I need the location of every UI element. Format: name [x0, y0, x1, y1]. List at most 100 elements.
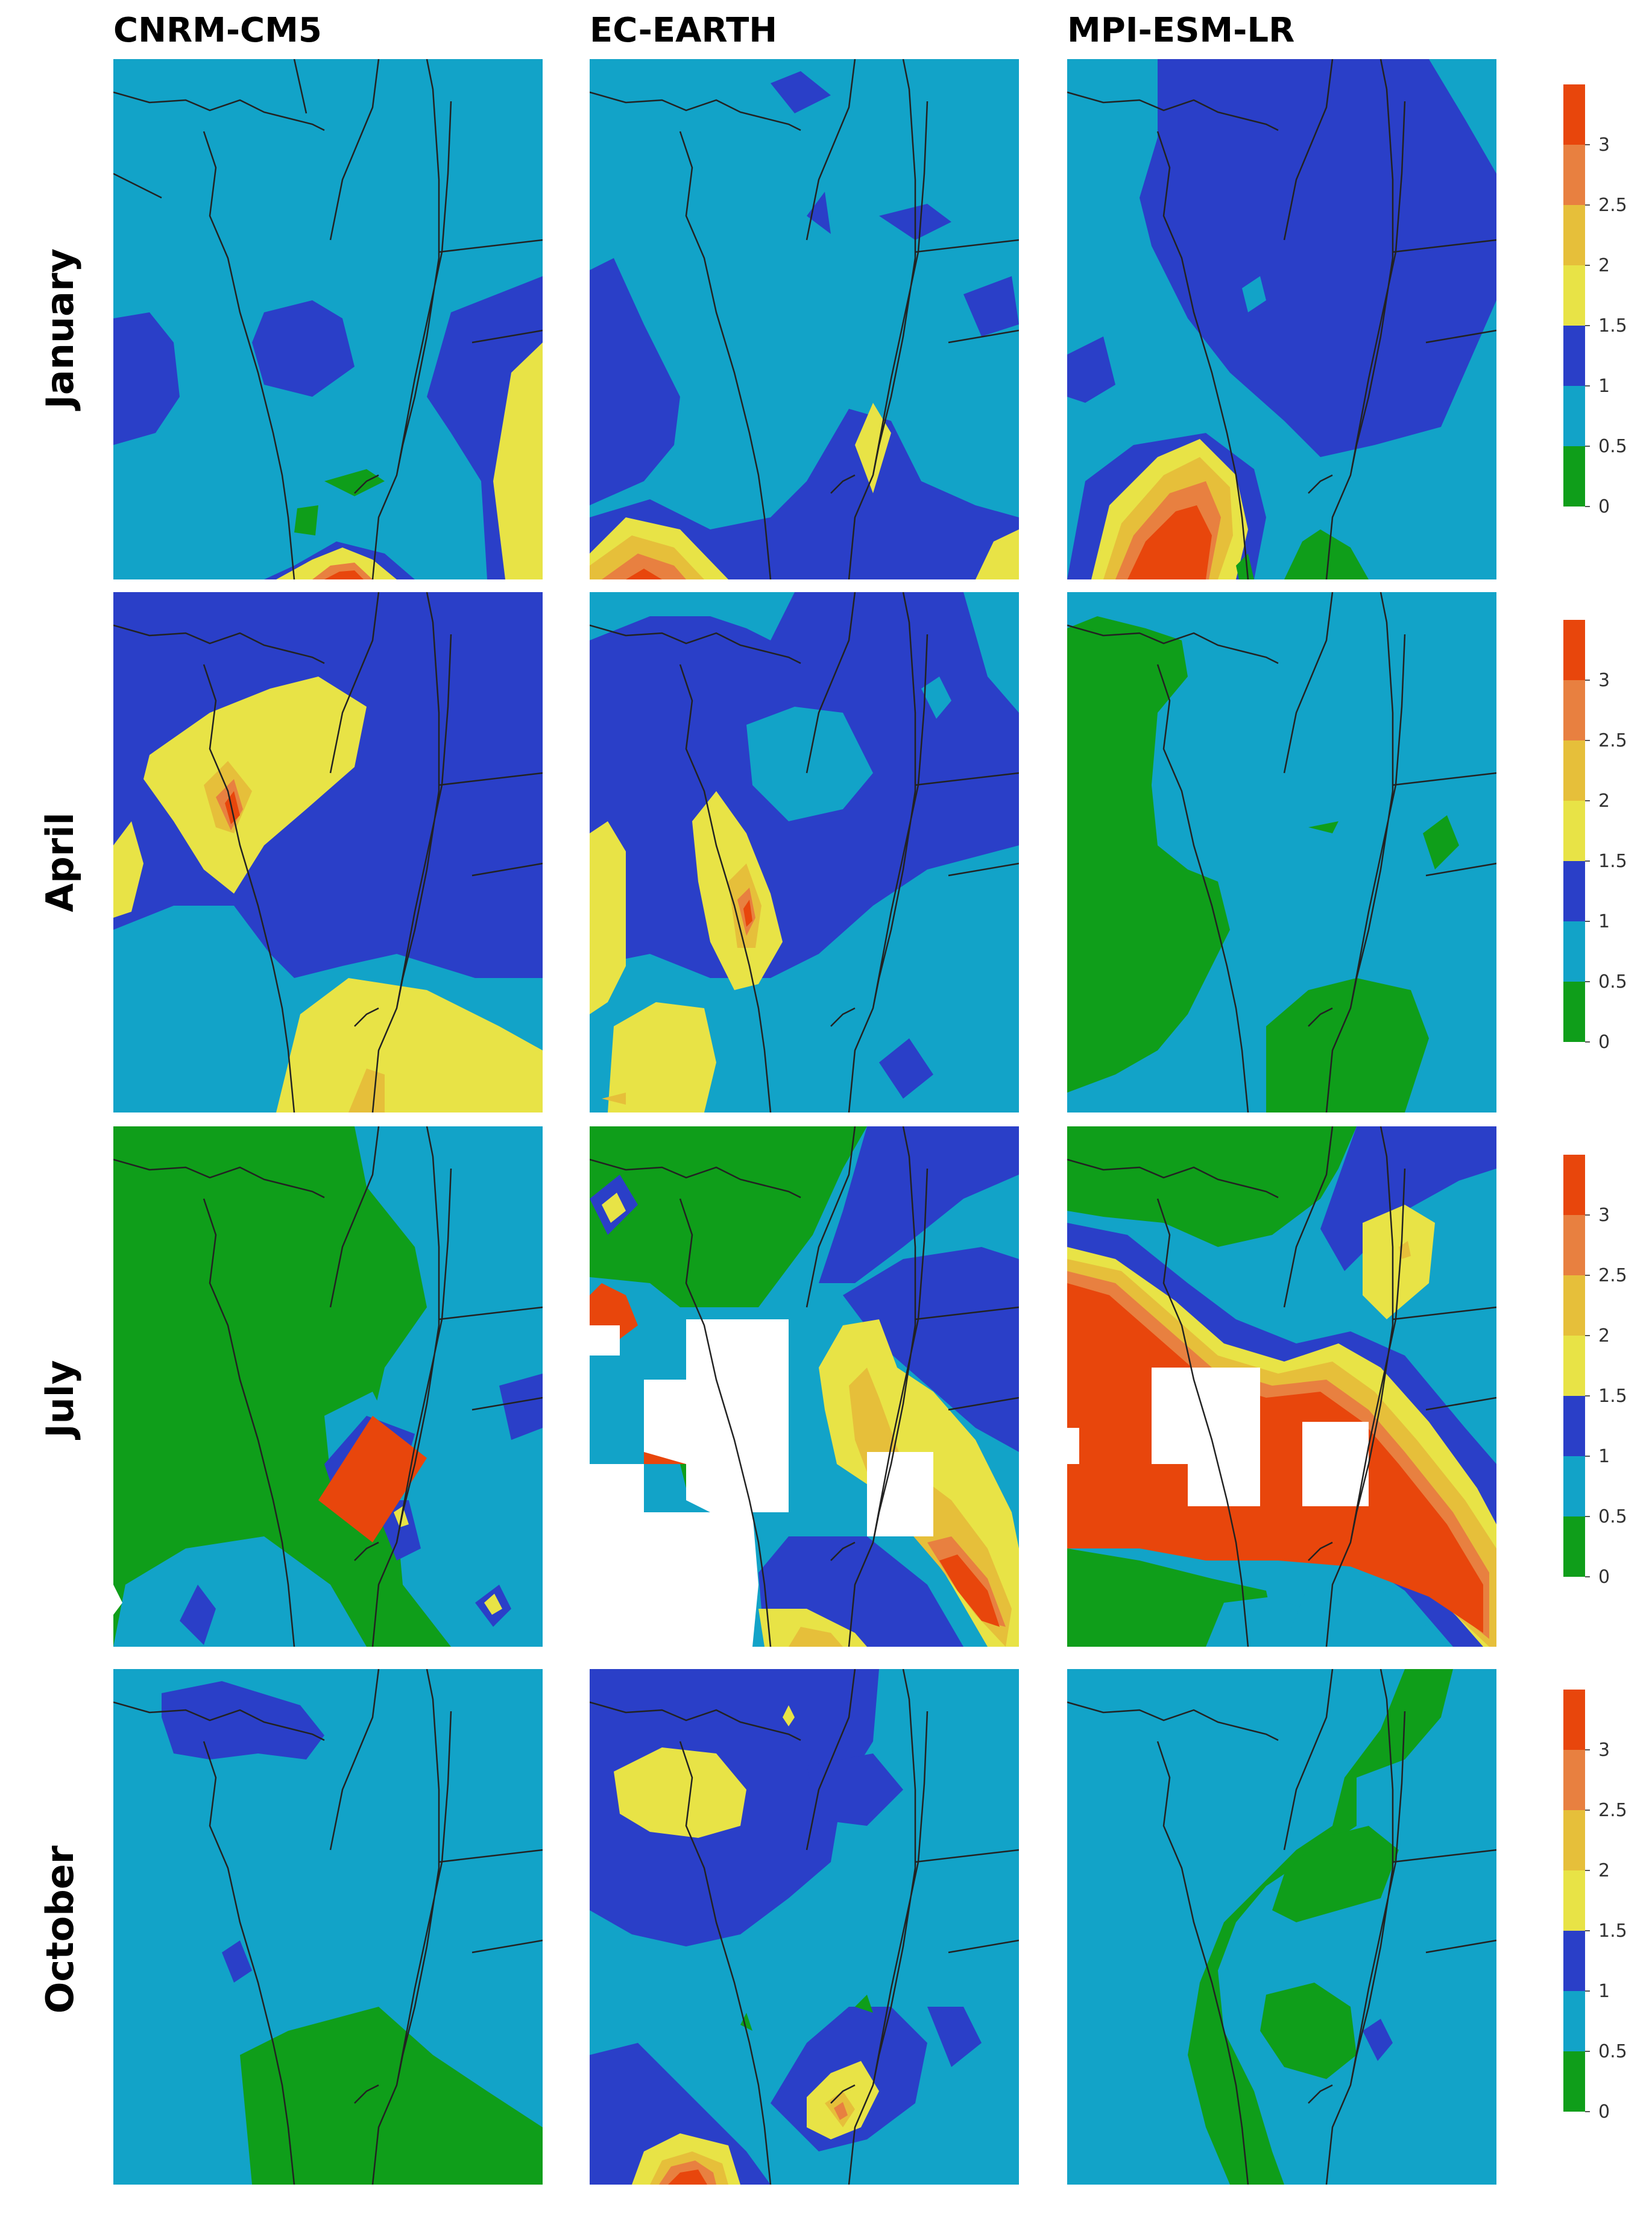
colorbar-svg: 3 2.5 2 1.5 1 0.5 0 — [1563, 620, 1627, 1053]
colorbar-segment — [1563, 620, 1585, 680]
field-white — [644, 1512, 758, 1647]
colorbar-tick-label: 1.5 — [1598, 1920, 1627, 1942]
field-blue — [222, 1940, 252, 1983]
colorbar-segment — [1563, 386, 1585, 446]
field-yellow — [484, 1594, 502, 1615]
coastline — [113, 1126, 543, 1647]
field-yellow — [590, 821, 626, 1014]
field-green — [1188, 1669, 1453, 2185]
field-green — [1284, 529, 1369, 579]
coastline — [590, 59, 1019, 579]
column-title-mpi: MPI-ESM-LR — [1067, 11, 1295, 50]
field-blue — [162, 1681, 324, 1759]
field-yellow — [758, 1609, 867, 1647]
colorbar-tick-label: 1.5 — [1598, 851, 1627, 872]
colorbar-segment — [1563, 265, 1585, 326]
field-blue — [807, 192, 831, 234]
colorbar-tick-label: 0 — [1598, 2101, 1610, 2122]
colorbar-tick-label: 3 — [1598, 1205, 1610, 1226]
colorbar-segment — [1563, 1810, 1585, 1870]
colorbar-tick-label: 2 — [1598, 1325, 1610, 1346]
field-blue — [819, 1126, 1019, 1283]
field-blue — [843, 1247, 1019, 1452]
colorbar-segment — [1563, 1336, 1585, 1396]
colorbar-tick-label: 0 — [1598, 496, 1610, 517]
coastline — [113, 59, 543, 579]
field-red — [939, 1554, 1000, 1627]
colorbar-tick-label: 2 — [1598, 255, 1610, 276]
coastline — [113, 1669, 543, 2185]
field-blue — [927, 2007, 982, 2067]
map-panel-july-ec-earth — [590, 1126, 1019, 1647]
coastline — [1067, 592, 1496, 1112]
colorbar-segment — [1563, 1396, 1585, 1456]
map-panel-april-ec-earth — [590, 592, 1019, 1112]
field-white — [1152, 1368, 1260, 1506]
colorbar-tick-label: 2.5 — [1598, 1265, 1627, 1286]
colorbar-segment — [1563, 680, 1585, 740]
colorbar-tick-label: 1.5 — [1598, 315, 1627, 336]
field-orange — [834, 2102, 848, 2120]
coastline — [1067, 59, 1496, 579]
column-title-ec-earth: EC-EARTH — [590, 11, 778, 50]
row-title-april: April — [38, 812, 82, 912]
field-green — [240, 2007, 543, 2185]
field-red — [318, 1416, 427, 1542]
map-panel-january-cnrm — [113, 59, 543, 579]
map-panel-october-cnrm — [113, 1669, 543, 2185]
colorbar-segment — [1563, 326, 1585, 386]
field-red — [626, 569, 662, 579]
field-yellow — [276, 548, 397, 579]
field-green — [1308, 821, 1338, 833]
colorbar-segment — [1563, 1931, 1585, 1991]
colorbar-tick-label: 0 — [1598, 1032, 1610, 1053]
colorbar-tick-label: 2 — [1598, 1860, 1610, 1881]
field-yellow — [608, 1002, 716, 1112]
field-blue — [1067, 336, 1115, 403]
field-green — [855, 1995, 873, 2013]
field-green — [1067, 1126, 1357, 1247]
field-blue — [590, 258, 680, 505]
colorbar-october: 3 2.5 2 1.5 1 0.5 0 — [1559, 1690, 1649, 2136]
field-red — [668, 2170, 707, 2185]
colorbar-segment — [1563, 1750, 1585, 1810]
colorbar-tick-label: 0.5 — [1598, 971, 1627, 993]
colorbar-tick-label: 2.5 — [1598, 1800, 1627, 1821]
field-blue — [879, 1038, 933, 1099]
field-blue — [921, 677, 951, 719]
field-green — [1266, 978, 1429, 1112]
colorbar-july: 3 2.5 2 1.5 1 0.5 0 — [1559, 1155, 1649, 1601]
colorbar-segment — [1563, 1155, 1585, 1215]
field-yellow — [976, 529, 1019, 579]
field-white — [113, 1585, 122, 1615]
coastline — [590, 592, 1019, 1112]
field-white — [1067, 1428, 1079, 1464]
coastline — [1067, 1126, 1496, 1647]
field-gold — [789, 1627, 843, 1647]
field-cyan — [963, 592, 1019, 713]
colorbar-tick-label: 2.5 — [1598, 730, 1627, 751]
field-cyan — [1284, 1573, 1453, 1647]
field-green — [1423, 815, 1459, 869]
coastline — [590, 1126, 1019, 1647]
colorbar-tick-label: 0.5 — [1598, 1506, 1627, 1527]
field-red — [225, 791, 240, 824]
map-panel-april-cnrm — [113, 592, 543, 1112]
colorbar-segment — [1563, 1870, 1585, 1931]
colorbar-segment — [1563, 84, 1585, 145]
field-yellow — [602, 1193, 626, 1223]
field-blue — [807, 1753, 903, 1826]
field-green — [1260, 1983, 1357, 2079]
colorbar-tick-label: 3 — [1598, 1740, 1610, 1761]
colorbar-segment — [1563, 921, 1585, 982]
colorbar-segment — [1563, 1275, 1585, 1336]
map-panel-january-ec-earth — [590, 59, 1019, 579]
field-cyan — [590, 592, 795, 640]
colorbar-segment — [1563, 982, 1585, 1042]
colorbar-tick-label: 1 — [1598, 911, 1610, 932]
colorbar-tick-label: 2.5 — [1598, 195, 1627, 216]
field-cyan — [1067, 1669, 1496, 2185]
field-blue — [771, 71, 831, 113]
colorbar-segment — [1563, 1456, 1585, 1516]
colorbar-tick-label: 0.5 — [1598, 2041, 1627, 2062]
